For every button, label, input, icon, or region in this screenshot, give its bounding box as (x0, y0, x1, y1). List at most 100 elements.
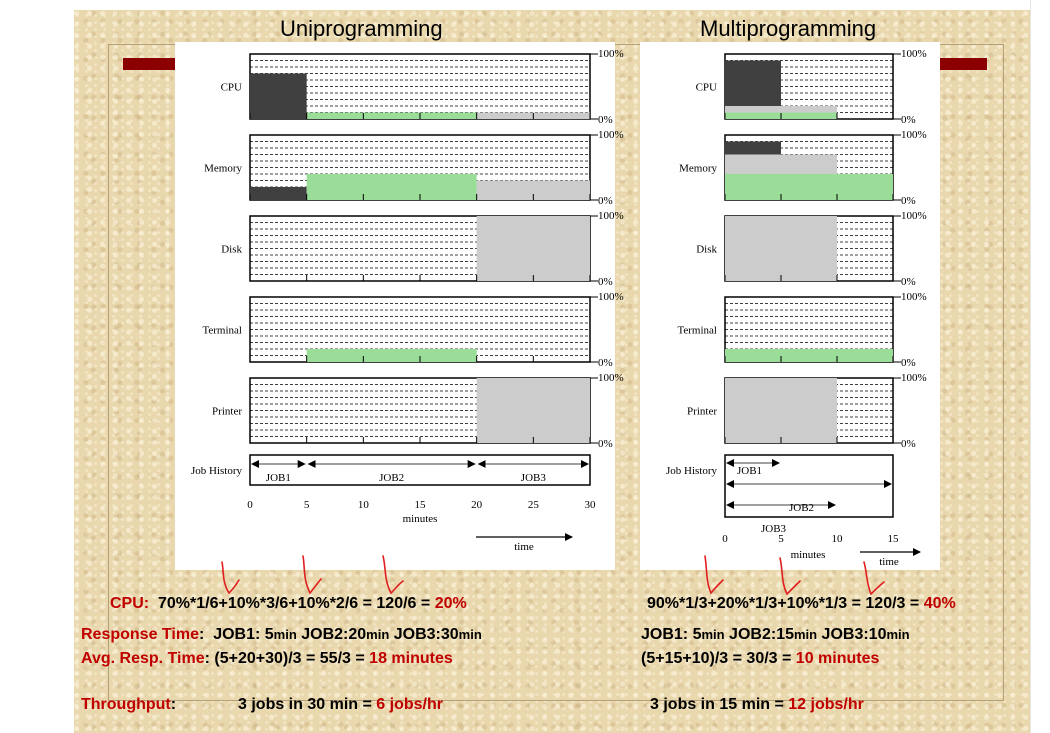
uni-throughput-value: 3 jobs in 30 min = 6 jobs/hr (238, 695, 443, 715)
multi-terminal-label: Terminal (677, 325, 717, 337)
multi-job3-unit: min (886, 627, 910, 642)
uni-job-history-label: Job History (191, 465, 243, 477)
uni-memory-pct-100: 100% (598, 129, 624, 141)
uni-avg-formula: : (5+20+30)/3 = 55/3 = (204, 650, 365, 667)
uniprogramming-title: Uniprogramming (280, 16, 443, 41)
multi-time-label: time (879, 556, 899, 568)
uni-x-tick-label-10: 10 (358, 499, 370, 511)
multi-avg-formula: (5+15+10)/3 = 30/3 = (641, 650, 792, 667)
multi-printer-bar-1 (725, 378, 837, 443)
uni-x-tick-label-15: 15 (415, 499, 427, 511)
title-bar-left (123, 58, 178, 70)
uni-disk-pct-0: 0% (598, 276, 613, 288)
handwritten-annotations (221, 555, 885, 596)
uni-throughput-label: Throughput (81, 696, 171, 713)
uni-throughput-formula: 3 jobs in 30 min = (238, 696, 372, 713)
multiprogramming-title: Multiprogramming (700, 16, 877, 41)
uni-printer-bar-1 (476, 378, 590, 443)
multi-x-tick-label-5: 5 (778, 533, 784, 545)
multi-memory-pct-100: 100% (901, 129, 927, 141)
uni-avg-result: 18 minutes (369, 650, 453, 667)
multi-memory-pct-0: 0% (901, 195, 916, 207)
uni-throughput-result: 6 jobs/hr (376, 696, 443, 713)
uni-response-line: Response Time: JOB1: 5min JOB2:20min JOB… (81, 625, 482, 645)
multi-job1-time: JOB1: 5 (641, 626, 702, 643)
uni-cpu-label: CPU: (110, 595, 150, 612)
uni-throughput-colon: : (170, 696, 177, 713)
multi-printer-pct-100: 100% (901, 372, 927, 384)
multi-cpu-line: 90%*1/3+20%*1/3+10%*1/3 = 120/3 = 40% (647, 594, 956, 614)
multi-cpu-label: CPU (696, 82, 717, 94)
uni-cpu-bar-1 (250, 73, 307, 119)
uni-memory-bar-1 (250, 187, 307, 200)
multi-printer-pct-0: 0% (901, 438, 916, 450)
title-bar-right (940, 58, 987, 70)
uni-x-tick-label-30: 30 (585, 499, 597, 511)
vertical-scrollbar[interactable] (1030, 0, 1050, 733)
uni-response-colon: : (198, 626, 205, 643)
uni-job-history: Job History JOB1 JOB2 JOB3 (191, 454, 591, 486)
multi-memory-bar-2 (725, 154, 837, 174)
multi-job2-unit: min (793, 627, 818, 642)
multi-disk-label: Disk (696, 244, 717, 256)
multi-response-line: JOB1: 5min JOB2:15min JOB3:10min (641, 625, 910, 645)
multi-cpu-formula: 90%*1/3+20%*1/3+10%*1/3 = 120/3 = (647, 595, 920, 612)
uni-x-tick-label-5: 5 (304, 499, 310, 511)
uni-terminal-bar-1 (306, 349, 477, 362)
uni-memory-pct-0: 0% (598, 195, 613, 207)
multi-cpu-result: 40% (923, 595, 956, 612)
uni-printer-pct-100: 100% (598, 372, 624, 384)
uni-throughput-line: Throughput: (81, 695, 176, 715)
uni-disk-bar-1 (476, 216, 590, 281)
multi-x-tick-label-0: 0 (722, 533, 728, 545)
uni-disk-pct-100: 100% (598, 210, 624, 222)
uni-job1-label: JOB1 (266, 472, 291, 484)
multi-job3-time: JOB3:10 (821, 626, 887, 643)
uni-terminal-pct-100: 100% (598, 291, 624, 303)
uni-chart-group: CPU100%0%Memory100%0%Disk100%0%Terminal1… (191, 48, 624, 553)
uni-avg-label: Avg. Resp. Time (81, 650, 205, 667)
multi-chart-group: CPU 100% 0% Memory 100% 0% Disk 100% 0% Terminal 1… (666, 48, 927, 568)
multi-terminal-pct-0: 0% (901, 357, 916, 369)
multi-job1-unit: min (701, 627, 725, 642)
multi-memory-bar-3 (725, 141, 781, 155)
multi-memory-label: Memory (679, 163, 717, 175)
uni-cpu-label: CPU (221, 82, 242, 94)
uni-disk-label: Disk (221, 244, 242, 256)
uni-job3-unit: min (458, 627, 482, 642)
multi-cpu-bar-3 (725, 60, 781, 106)
uni-x-tick-label-25: 25 (528, 499, 540, 511)
uni-avg-line: Avg. Resp. Time: (5+20+30)/3 = 55/3 = 18… (81, 649, 453, 669)
uni-memory-bar-2 (306, 174, 477, 200)
multi-disk-pct-100: 100% (901, 210, 927, 222)
uni-minutes-label: minutes (403, 513, 438, 525)
multi-job1-label: JOB1 (737, 465, 762, 477)
uni-job2-unit: min (366, 627, 390, 642)
multi-throughput-line: 3 jobs in 15 min = 12 jobs/hr (650, 695, 864, 715)
uni-job2-time: JOB2:20 (301, 626, 367, 643)
uni-time-label: time (514, 541, 534, 553)
multi-terminal-pct-100: 100% (901, 291, 927, 303)
uni-cpu-line: CPU: 70%*1/6+10%*3/6+10%*2/6 = 120/6 = 2… (110, 594, 467, 614)
uni-terminal-label: Terminal (202, 325, 242, 337)
multi-cpu-pct-100: 100% (901, 48, 927, 60)
multi-minutes-label: minutes (791, 549, 826, 561)
uni-printer-label: Printer (212, 406, 242, 418)
multi-cpu-bar-2 (725, 106, 837, 113)
multi-memory-bar-1 (725, 174, 893, 200)
multi-avg-result: 10 minutes (795, 650, 880, 667)
uni-job1-unit: min (273, 627, 297, 642)
uni-x-tick-label-20: 20 (471, 499, 483, 511)
multi-x-tick-label-15: 15 (888, 533, 900, 545)
multi-disk-bar-1 (725, 216, 837, 281)
uni-job1-time: JOB1: 5 (213, 626, 274, 643)
uni-cpu-formula: 70%*1/6+10%*3/6+10%*2/6 = 120/6 = (158, 595, 431, 612)
multi-throughput-formula: 3 jobs in 15 min = (650, 696, 784, 713)
uni-cpu-bar-2 (306, 112, 477, 119)
multi-terminal-bar-1 (725, 349, 893, 362)
uni-memory-bar-3 (476, 180, 590, 200)
multi-job2-label: JOB2 (789, 502, 814, 514)
uni-job3-label: JOB3 (521, 472, 547, 484)
